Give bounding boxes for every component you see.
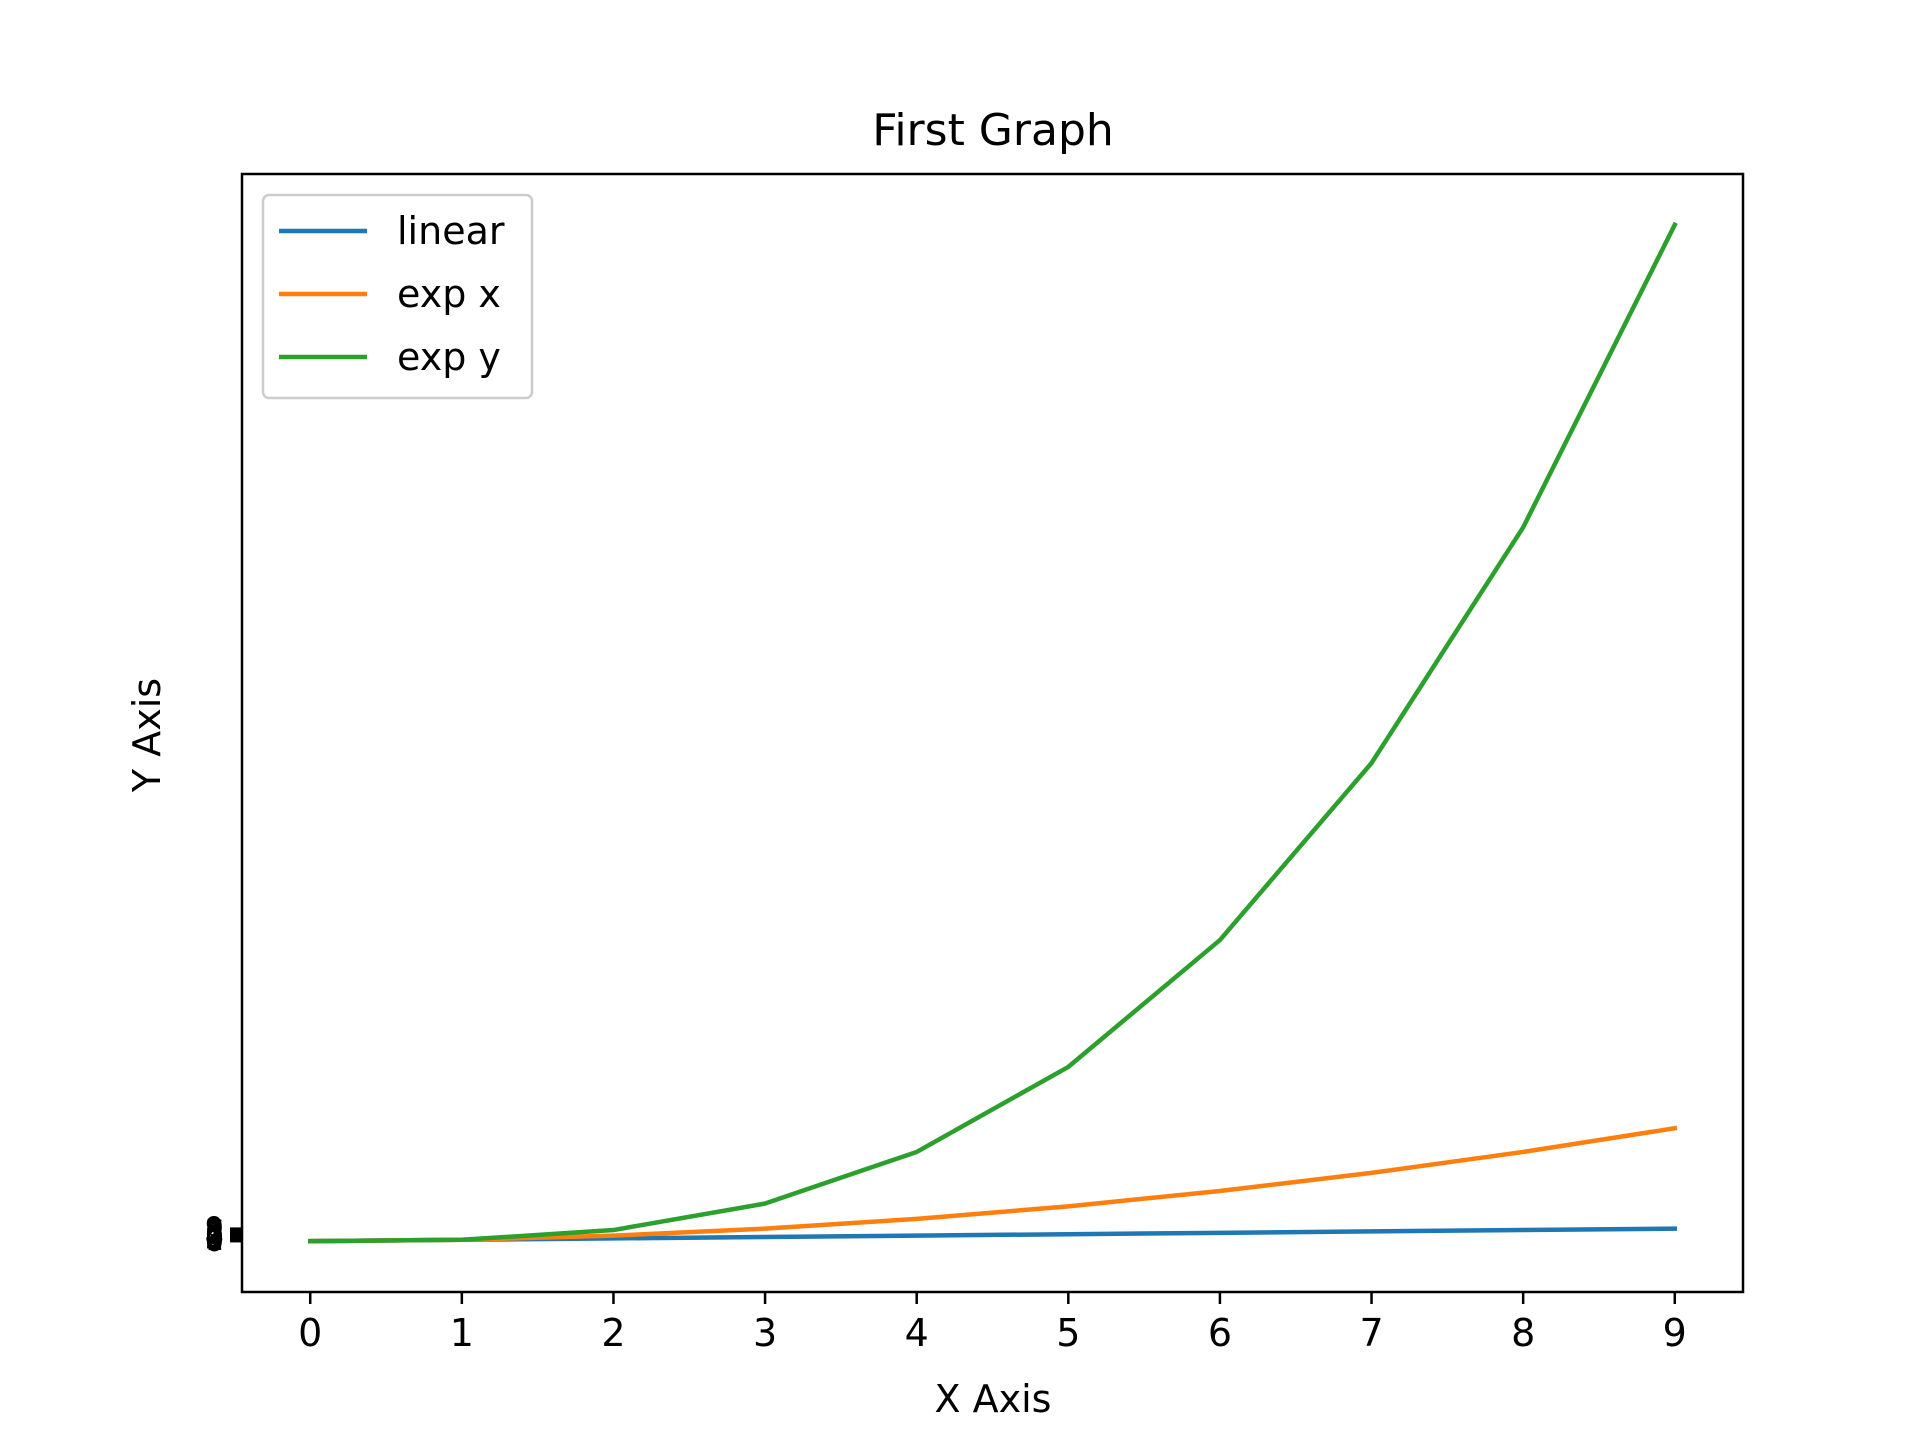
y-tick-label-7: 7	[205, 1214, 224, 1249]
x-axis-label: X Axis	[935, 1377, 1052, 1421]
legend: linear exp x exp y	[261, 193, 534, 400]
chart-title: First Graph	[872, 105, 1114, 156]
y-tick-label-6: 6	[205, 1216, 224, 1251]
y-tick-label-3: 3	[205, 1220, 224, 1255]
x-tick-label-1: 1	[450, 1311, 474, 1355]
y-tick-label-2: 2	[205, 1221, 224, 1256]
x-tick-label-8: 8	[1511, 1311, 1535, 1355]
y-tick-label-9: 9	[205, 1212, 224, 1247]
y-tick-label-0: 0	[205, 1224, 224, 1259]
legend-box	[261, 193, 534, 400]
x-tick-label-3: 3	[753, 1311, 777, 1355]
series-line-exp-x	[307, 1125, 1678, 1244]
x-tick-label-5: 5	[1056, 1311, 1080, 1355]
y-tick-label-8: 8	[205, 1213, 224, 1248]
x-tick-label-4: 4	[905, 1311, 929, 1355]
axes-frame	[240, 172, 1745, 1294]
x-tick-label-7: 7	[1359, 1311, 1383, 1355]
y-axis-label: Y Axis	[125, 678, 169, 793]
legend-label-exp-y: exp y	[397, 335, 501, 379]
y-tick-label-5: 5	[205, 1217, 224, 1252]
legend-label-exp-x: exp x	[397, 272, 501, 316]
x-tick-label-6: 6	[1208, 1311, 1232, 1355]
x-tick-label-0: 0	[298, 1311, 322, 1355]
y-tick-label-1: 1	[205, 1223, 224, 1258]
series-line-exp-y	[307, 221, 1678, 1244]
x-tick-label-9: 9	[1663, 1311, 1687, 1355]
y-tick-label-4: 4	[205, 1219, 224, 1254]
x-tick-label-2: 2	[601, 1311, 625, 1355]
legend-label-linear: linear	[397, 209, 505, 253]
